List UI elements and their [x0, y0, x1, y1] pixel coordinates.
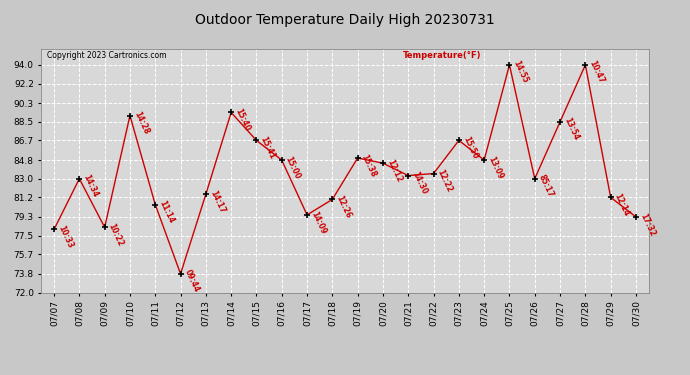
Text: 12:12: 12:12 [385, 158, 404, 183]
Text: Temperature(°F): Temperature(°F) [403, 51, 481, 60]
Text: 09:44: 09:44 [183, 268, 201, 294]
Text: 13:09: 13:09 [486, 155, 504, 180]
Text: 15:38: 15:38 [359, 153, 378, 178]
Text: 17:32: 17:32 [638, 211, 656, 237]
Text: 14:17: 14:17 [208, 189, 226, 214]
Text: 14:34: 14:34 [81, 173, 100, 199]
Text: 14:30: 14:30 [411, 170, 428, 196]
Text: 14:09: 14:09 [309, 210, 328, 235]
Text: 12:22: 12:22 [435, 168, 454, 194]
Text: 85:17: 85:17 [537, 173, 555, 199]
Text: 15:41: 15:41 [259, 135, 277, 160]
Text: 10:22: 10:22 [107, 222, 125, 248]
Text: 10:33: 10:33 [56, 224, 75, 250]
Text: Copyright 2023 Cartronics.com: Copyright 2023 Cartronics.com [48, 51, 167, 60]
Text: 14:55: 14:55 [511, 60, 530, 85]
Text: 15:00: 15:00 [284, 155, 302, 180]
Text: 12:26: 12:26 [335, 194, 353, 220]
Text: 14:28: 14:28 [132, 110, 150, 136]
Text: 15:40: 15:40 [233, 107, 251, 133]
Text: 15:50: 15:50 [461, 135, 479, 160]
Text: 13:54: 13:54 [562, 116, 580, 142]
Text: Outdoor Temperature Daily High 20230731: Outdoor Temperature Daily High 20230731 [195, 13, 495, 27]
Text: 11:14: 11:14 [157, 199, 176, 225]
Text: 10:47: 10:47 [587, 60, 606, 86]
Text: 12:14: 12:14 [613, 192, 631, 217]
